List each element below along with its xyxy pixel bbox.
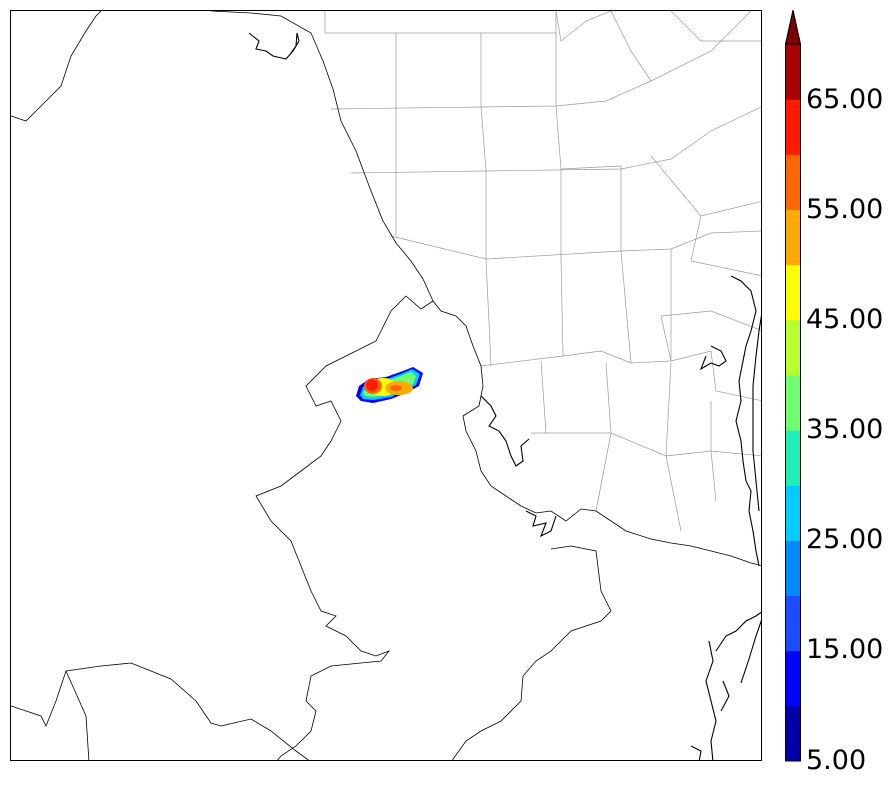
colorbar-segment xyxy=(785,319,801,376)
colorbar-segment xyxy=(785,595,801,652)
colorbar-segment xyxy=(785,374,801,431)
colorbar-segment xyxy=(785,650,801,707)
colorbar xyxy=(785,10,801,762)
colorbar-segment xyxy=(785,99,801,155)
colorbar-border xyxy=(785,43,801,762)
colorbar-segment xyxy=(785,44,801,100)
colorbar-segment xyxy=(785,154,801,210)
colorbar-segment xyxy=(785,209,801,266)
colorbar-extend-arrow xyxy=(785,10,801,45)
colorbar-tick-label-6: 65.00 xyxy=(806,84,884,115)
county-borders xyxy=(324,11,761,532)
colorbar-tick-label-5: 55.00 xyxy=(806,194,884,225)
colorbar-segment xyxy=(785,485,801,541)
colorbar-segment xyxy=(785,705,801,762)
map-canvas xyxy=(11,11,761,760)
colorbar-tick-label-4: 45.00 xyxy=(806,304,884,335)
colorbar-segment xyxy=(785,264,801,321)
colorbar-tick-label-0: 5.00 xyxy=(806,745,867,776)
colorbar-tick-label-2: 25.00 xyxy=(806,524,884,555)
colorbar-tick-label-3: 35.00 xyxy=(806,414,884,445)
colorbar-segment xyxy=(785,540,801,597)
coastline xyxy=(248,32,761,760)
colorbar-segment xyxy=(785,430,801,486)
map-panel xyxy=(10,10,762,761)
reflectivity-echo xyxy=(356,367,423,403)
state-borders xyxy=(11,11,761,760)
colorbar-tick-label-1: 15.00 xyxy=(806,634,884,665)
